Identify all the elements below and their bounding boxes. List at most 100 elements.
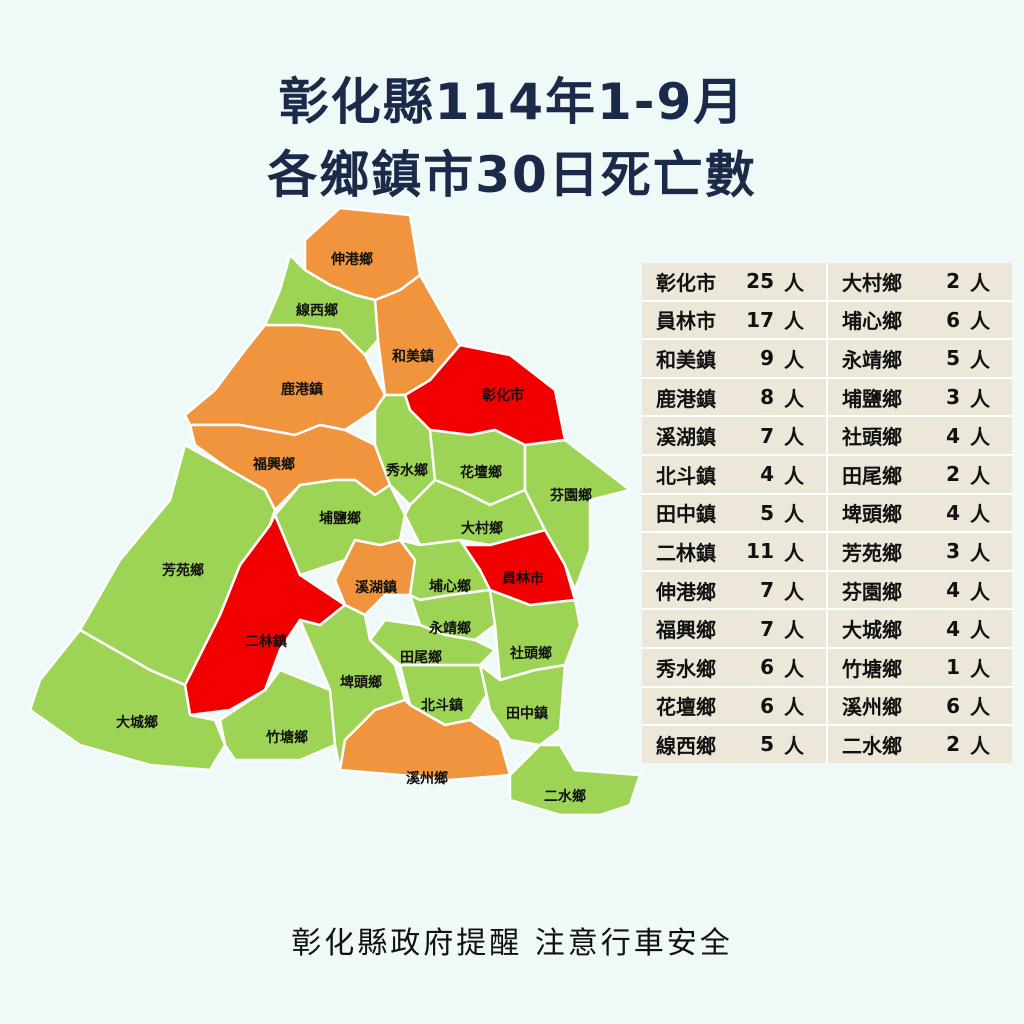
- death-count: 2: [946, 462, 960, 487]
- township-label: 彰化市: [482, 387, 524, 404]
- township-name: 員林市: [656, 309, 716, 334]
- death-count: 6: [760, 655, 774, 680]
- township-name: 二水鄉: [842, 733, 902, 758]
- township-label: 線西鄉: [296, 302, 338, 319]
- township-name: 大村鄉: [842, 270, 902, 295]
- unit-label: 人: [784, 618, 804, 643]
- unit-label: 人: [784, 270, 804, 295]
- township-label: 大村鄉: [461, 520, 503, 537]
- table-cell: 彰化市 25 人: [642, 263, 826, 300]
- death-count: 25: [746, 269, 774, 294]
- township-name: 芬園鄉: [842, 579, 902, 604]
- township-name: 大城鄉: [842, 618, 902, 643]
- footer-safety-message: 彰化縣政府提醒 注意行車安全: [291, 926, 733, 961]
- death-count: 4: [946, 578, 960, 603]
- unit-label: 人: [784, 695, 804, 720]
- unit-label: 人: [784, 540, 804, 565]
- township-region: [78, 443, 277, 687]
- unit-label: 人: [970, 695, 990, 720]
- unit-label: 人: [970, 309, 990, 334]
- table-cell: 永靖鄉 5 人: [828, 340, 1012, 377]
- table-cell: 田尾鄉 2 人: [828, 455, 1012, 493]
- township-label: 員林市: [501, 570, 544, 587]
- township-label: 和美鎮: [392, 348, 434, 365]
- table-cell: 員林市 17 人: [642, 301, 826, 339]
- table-cell: 芳苑鄉 3 人: [828, 533, 1012, 570]
- table-cell: 鹿港鎮 8 人: [642, 378, 826, 416]
- unit-label: 人: [970, 579, 990, 604]
- death-count: 2: [946, 732, 960, 757]
- death-count: 5: [760, 732, 774, 757]
- township-region: [523, 438, 632, 592]
- death-count: 3: [946, 385, 960, 410]
- township-label: 北斗鎮: [421, 697, 463, 714]
- township-label: 二林鎮: [245, 633, 287, 650]
- unit-label: 人: [970, 540, 990, 565]
- table-cell: 伸港鄉 7 人: [642, 571, 826, 609]
- township-name: 和美鎮: [656, 347, 716, 372]
- death-count: 4: [946, 616, 960, 641]
- township-region: [28, 628, 227, 772]
- table-cell: 北斗鎮 4 人: [642, 455, 826, 493]
- unit-label: 人: [970, 618, 990, 643]
- table-cell: 線西鄉 5 人: [642, 726, 826, 763]
- unit-label: 人: [784, 425, 804, 450]
- unit-label: 人: [970, 270, 990, 295]
- death-count: 11: [746, 539, 774, 564]
- unit-label: 人: [784, 309, 804, 334]
- township-label: 埤頭鄉: [340, 674, 382, 691]
- township-label: 社頭鄉: [509, 645, 552, 662]
- township-label: 溪湖鎮: [355, 579, 397, 596]
- township-name: 埤頭鄉: [842, 502, 902, 527]
- township-region: [478, 663, 567, 747]
- township-name: 田中鎮: [656, 502, 716, 527]
- township-name: 花壇鄉: [656, 695, 716, 720]
- township-region: [488, 588, 582, 682]
- township-label: 田中鎮: [506, 705, 548, 722]
- death-count: 6: [946, 307, 960, 332]
- township-label: 伸港鄉: [330, 251, 373, 268]
- township-label: 埔鹽鄉: [319, 510, 361, 527]
- death-count: 4: [946, 423, 960, 448]
- table-cell: 埔鹽鄉 3 人: [828, 378, 1012, 416]
- title-line-2: 各鄉鎮市30日死亡數: [267, 146, 757, 204]
- township-name: 福興鄉: [656, 618, 716, 643]
- table-cell: 和美鎮 9 人: [642, 340, 826, 377]
- death-count: 4: [760, 462, 774, 487]
- unit-label: 人: [970, 463, 990, 488]
- table-cell: 田中鎮 5 人: [642, 494, 826, 532]
- table-cell: 竹塘鄉 1 人: [828, 648, 1012, 686]
- township-region: [263, 253, 380, 357]
- township-label: 溪州鄉: [406, 770, 448, 787]
- table-cell: 大村鄉 2 人: [828, 263, 1012, 300]
- township-region: [368, 618, 497, 667]
- unit-label: 人: [970, 347, 990, 372]
- township-name: 埔心鄉: [842, 309, 902, 334]
- township-label: 二水鄉: [544, 788, 586, 805]
- township-name: 伸港鄉: [656, 579, 716, 604]
- table-cell: 福興鄉 7 人: [642, 610, 826, 647]
- township-name: 永靖鄉: [842, 347, 902, 372]
- title-line-1: 彰化縣114年1-9月: [278, 73, 746, 131]
- unit-label: 人: [784, 386, 804, 411]
- death-count: 8: [760, 385, 774, 410]
- death-count: 4: [946, 500, 960, 525]
- death-count: 3: [946, 539, 960, 564]
- township-name: 北斗鎮: [656, 463, 716, 488]
- table-cell: 秀水鄉 6 人: [642, 648, 826, 686]
- table-cell: 二水鄉 2 人: [828, 726, 1012, 763]
- township-name: 溪湖鎮: [656, 425, 716, 450]
- unit-label: 人: [784, 347, 804, 372]
- township-label: 福興鄉: [252, 456, 295, 473]
- death-count: 17: [746, 307, 774, 332]
- death-count: 7: [760, 423, 774, 448]
- table-cell: 社頭鄉 4 人: [828, 417, 1012, 454]
- township-name: 二林鎮: [656, 540, 716, 565]
- township-label: 鹿港鎮: [280, 381, 323, 398]
- death-count: 7: [760, 578, 774, 603]
- township-label: 芳苑鄉: [162, 562, 204, 579]
- township-name: 田尾鄉: [842, 463, 902, 488]
- township-name: 鹿港鎮: [656, 386, 716, 411]
- death-count: 2: [946, 269, 960, 294]
